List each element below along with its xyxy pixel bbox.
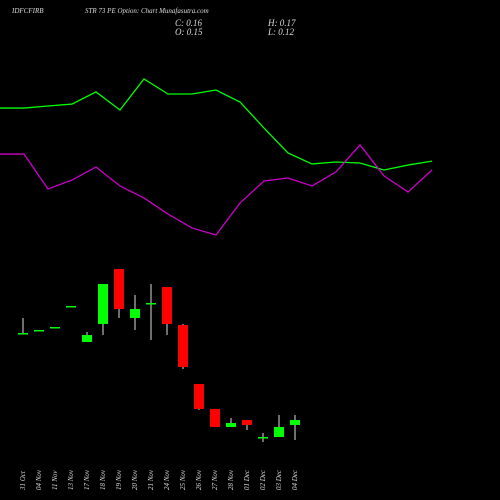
x-tick-label: 26 Nov bbox=[195, 469, 203, 490]
candle-body bbox=[82, 335, 92, 342]
x-tick-label: 03 Dec bbox=[275, 469, 283, 490]
high-label: H: 0.17 bbox=[267, 18, 296, 28]
candle-body bbox=[194, 384, 204, 409]
x-tick-label: 11 Nov bbox=[51, 470, 59, 490]
x-tick-label: 19 Nov bbox=[115, 469, 123, 490]
indicator-line bbox=[0, 78, 433, 171]
candle-body bbox=[226, 423, 236, 427]
candle-body bbox=[34, 330, 44, 332]
x-tick-label: 21 Nov bbox=[147, 469, 155, 490]
x-tick-label: 17 Nov bbox=[83, 469, 91, 490]
candle-body bbox=[242, 420, 252, 425]
chart-title: IDFCFIRB bbox=[11, 7, 44, 15]
indicator-line bbox=[0, 143, 433, 236]
candle-body bbox=[258, 437, 268, 439]
candle-body bbox=[178, 325, 188, 367]
candle-body bbox=[18, 333, 28, 335]
candle-body bbox=[162, 287, 172, 324]
chart-subtitle: STR 73 PE Option: Chart Munafasutra.com bbox=[85, 7, 209, 15]
x-tick-label: 01 Dec bbox=[243, 469, 251, 490]
candle-body bbox=[130, 309, 140, 318]
candle-body bbox=[146, 303, 156, 305]
x-tick-label: 20 Nov bbox=[131, 469, 139, 490]
x-tick-label: 04 Nov bbox=[35, 469, 43, 490]
close-label: C: 0.16 bbox=[175, 18, 203, 28]
candle-body bbox=[66, 306, 76, 308]
open-label: O: 0.15 bbox=[175, 27, 203, 37]
candle-body bbox=[98, 284, 108, 324]
x-tick-label: 04 Dec bbox=[291, 469, 299, 490]
low-label: L: 0.12 bbox=[267, 27, 295, 37]
x-tick-label: 25 Nov bbox=[179, 469, 187, 490]
x-tick-label: 24 Nov bbox=[163, 469, 171, 490]
candle-body bbox=[210, 409, 220, 427]
candle-body bbox=[290, 420, 300, 425]
x-tick-label: 31 Oct bbox=[19, 470, 27, 491]
candle-body bbox=[274, 427, 284, 437]
candle-body bbox=[114, 269, 124, 309]
x-tick-label: 28 Nov bbox=[227, 469, 235, 490]
x-tick-label: 02 Dec bbox=[259, 469, 267, 490]
x-tick-label: 27 Nov bbox=[211, 469, 219, 490]
x-tick-label: 18 Nov bbox=[99, 469, 107, 490]
x-tick-label: 13 Nov bbox=[67, 469, 75, 490]
candle-body bbox=[50, 327, 60, 329]
